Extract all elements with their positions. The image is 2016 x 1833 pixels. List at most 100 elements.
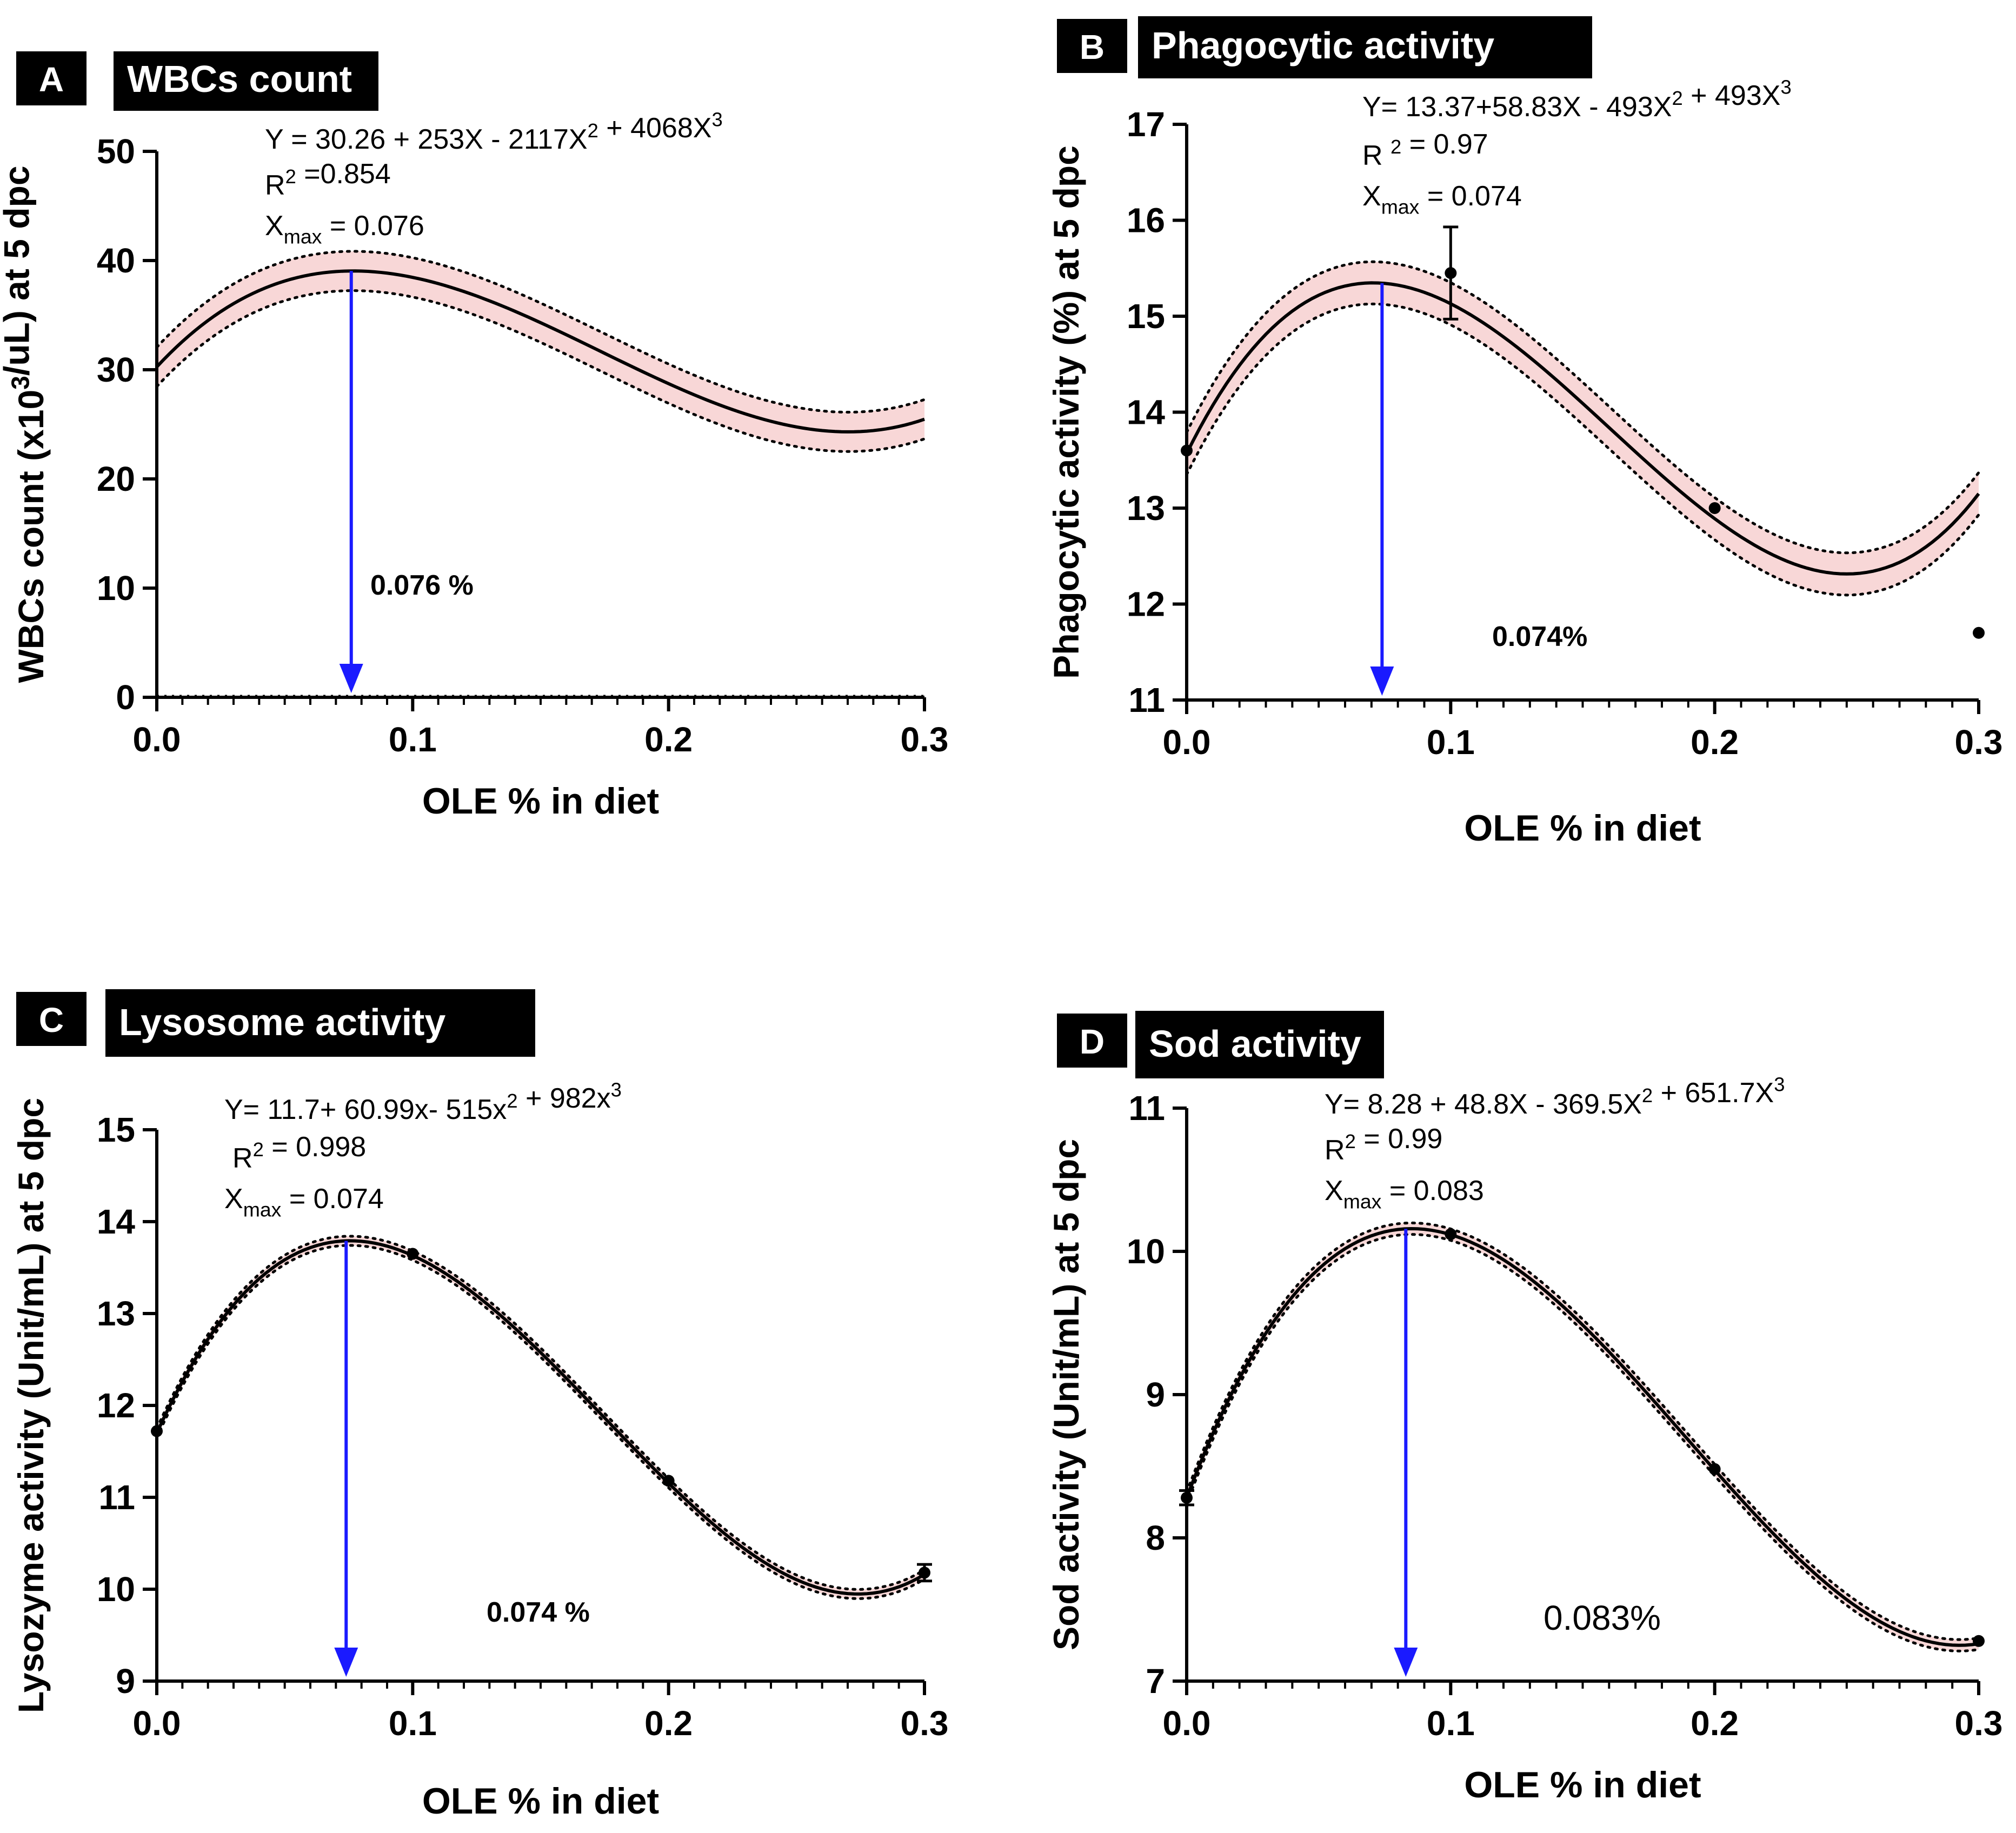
y-tick-label: 15	[97, 1110, 135, 1149]
y-axis-label: WBCs count (x103/uL) at 5 dpc	[0, 165, 51, 683]
y-tick-label: 13	[97, 1294, 135, 1333]
data-point	[151, 1425, 163, 1437]
data-point	[1181, 1491, 1193, 1504]
equation-text: Y= 11.7+ 60.99x- 515x2 + 982x3	[224, 1078, 622, 1125]
upper-ci-line	[1185, 1221, 1980, 1641]
x-tick-label: 0.0	[1163, 723, 1211, 762]
panel-c: C Lysosome activity 0.0 0.1 0.2 0.3 9 10 11 12 13 1…	[11, 989, 948, 1822]
data-point	[1445, 1228, 1457, 1241]
confidence-band	[157, 251, 924, 452]
data-point	[1181, 444, 1193, 457]
y-tick-label: 10	[97, 1570, 135, 1609]
confidence-band	[157, 1236, 924, 1599]
x-axis-label: OLE % in diet	[1464, 808, 1701, 849]
equation-text: Y= 8.28 + 48.8X - 369.5X2 + 651.7X3	[1325, 1073, 1785, 1120]
x-tick-label: 0.3	[901, 720, 949, 759]
panel-badge	[1057, 1014, 1127, 1068]
xmax-arrow-label: 0.074%	[1492, 621, 1587, 652]
xmax-text: Xmax = 0.083	[1325, 1175, 1484, 1213]
y-tick-label: 9	[116, 1662, 135, 1701]
x-axis-label: OLE % in diet	[1464, 1764, 1701, 1805]
x-tick-label: 0.3	[1955, 723, 2003, 762]
y-tick-label: 15	[1127, 297, 1165, 336]
chart-title: Sod activity	[1149, 1023, 1361, 1065]
confidence-band	[1187, 262, 1979, 595]
xmax-text: Xmax = 0.076	[265, 210, 424, 248]
fit-curve	[1185, 1227, 1979, 1647]
y-tick-label: 7	[1146, 1662, 1165, 1701]
y-tick-label: 30	[97, 350, 135, 389]
y-tick-label: 50	[97, 132, 135, 171]
y-tick-label: 12	[1127, 585, 1165, 624]
chart-title: Phagocytic activity	[1152, 24, 1494, 66]
lower-ci-line	[155, 289, 926, 453]
chart-title: Lysosome activity	[119, 1001, 445, 1043]
xmax-arrow-head	[339, 664, 363, 693]
equation-text: Y = 30.26 + 253X - 2117X2 + 4068X3	[265, 108, 723, 155]
fit-curve	[1185, 281, 1980, 576]
y-tick-label: 11	[98, 1478, 135, 1517]
panel-title-box	[105, 989, 535, 1057]
panel-title-box	[1135, 1011, 1384, 1078]
xmax-arrow-label: 0.076 %	[370, 570, 474, 601]
y-tick-label: 9	[1146, 1375, 1165, 1414]
x-tick-label: 0.3	[901, 1704, 949, 1743]
panel-badge	[16, 992, 87, 1046]
upper-ci-line	[155, 250, 926, 414]
y-tick-label: 12	[97, 1386, 135, 1425]
data-point	[1973, 1635, 1985, 1647]
xmax-arrow-head	[334, 1648, 358, 1677]
x-tick-label: 0.2	[1691, 1704, 1739, 1743]
xmax-arrow-label: 0.074 %	[487, 1597, 590, 1628]
data-point	[1445, 267, 1457, 279]
x-tick-label: 0.0	[1163, 1704, 1211, 1743]
y-tick-label: 40	[97, 241, 135, 280]
panel-a: A WBCs count 0.0 0.1 0.2 0.3 0 10 20 30 40 50 OLE % …	[0, 51, 948, 822]
x-axis-label: OLE % in diet	[422, 1781, 659, 1822]
xmax-arrow-head	[1394, 1648, 1418, 1677]
y-tick-label: 14	[97, 1202, 136, 1241]
y-tick-label: 10	[97, 569, 135, 608]
equation-text: Y= 13.37+58.83X - 493X2 + 493X3	[1362, 76, 1792, 123]
y-tick-label: 20	[97, 459, 135, 498]
panel-badge	[1057, 19, 1127, 73]
r-squared-text: R2 =0.854	[265, 158, 391, 201]
y-axis-label: Lysozyme activity (Unit/mL) at 5 dpc	[11, 1098, 51, 1713]
xmax-text: Xmax = 0.074	[224, 1183, 384, 1221]
x-axis-label: OLE % in diet	[422, 781, 659, 822]
panel-b: B Phagocytic activity 0.0 0.1 0.2 0.3 11 12 13 14…	[1046, 16, 2002, 849]
fit-curve	[155, 1239, 926, 1596]
panel-letter: B	[1080, 28, 1105, 66]
x-tick-label: 0.2	[1691, 723, 1739, 762]
y-tick-label: 0	[116, 678, 135, 717]
data-point	[919, 1567, 930, 1579]
x-tick-label: 0.1	[389, 1704, 437, 1743]
y-axis-label: Phagocytic activity (%) at 5 dpc	[1046, 145, 1086, 679]
confidence-band	[1187, 1223, 1979, 1651]
x-tick-label: 0.2	[644, 1704, 693, 1743]
upper-ci-line	[1185, 260, 1980, 555]
fit-curve	[155, 269, 925, 434]
x-tick-label: 0.2	[644, 720, 693, 759]
panel-letter: D	[1080, 1022, 1105, 1061]
y-tick-label: 11	[1128, 681, 1165, 719]
panel-d: D Sod activity 0.0 0.1 0.2 0.3 7 8 9 10 11 OLE % in…	[1046, 1011, 2002, 1805]
panel-badge	[16, 51, 87, 105]
xmax-arrow-label: 0.083%	[1543, 1598, 1661, 1637]
y-tick-label: 10	[1127, 1232, 1165, 1271]
y-axis-label: Sod activity (Unit/mL) at 5 dpc	[1046, 1139, 1086, 1650]
data-point	[662, 1475, 675, 1487]
data-point	[1973, 626, 1985, 639]
x-tick-label: 0.1	[1427, 1704, 1475, 1743]
lower-ci-line	[1185, 302, 1980, 597]
y-tick-label: 17	[1127, 105, 1165, 144]
x-tick-label: 0.1	[389, 720, 437, 759]
lower-ci-line	[155, 1244, 926, 1600]
panel-title-box	[114, 51, 378, 111]
r-squared-text: R2 = 0.99	[1325, 1123, 1442, 1166]
y-tick-label: 14	[1127, 393, 1166, 432]
chart-title: WBCs count	[127, 58, 352, 100]
r-squared-text: R 2 = 0.97	[1362, 129, 1488, 171]
x-tick-label: 0.3	[1955, 1704, 2003, 1743]
